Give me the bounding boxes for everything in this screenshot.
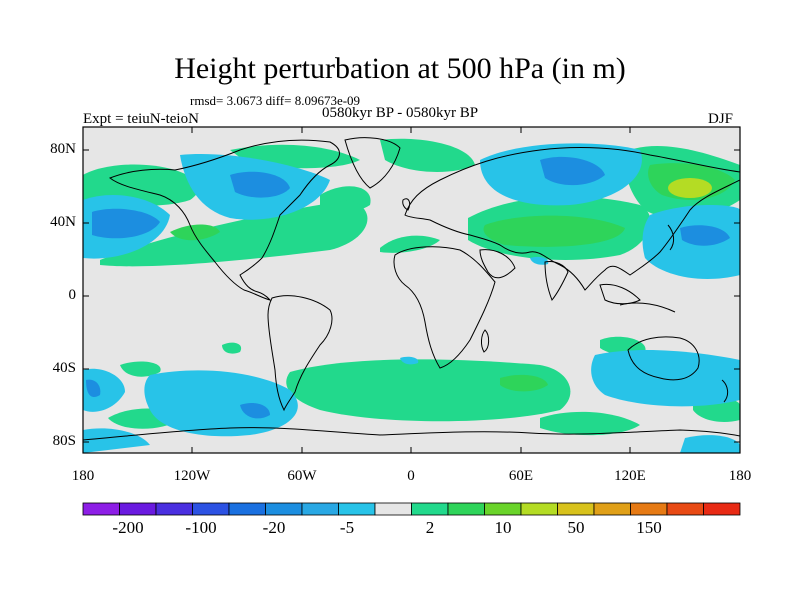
x-tick-label: 60E xyxy=(508,468,534,484)
experiment-label: Expt = teiuN-teioN xyxy=(83,111,199,127)
colorbar-swatch xyxy=(338,502,376,516)
strong-positive-regions xyxy=(170,163,735,392)
colorbar-swatch xyxy=(520,502,558,516)
colorbar-swatch xyxy=(593,502,631,516)
max-anomaly-core xyxy=(668,178,712,198)
colorbar-swatch xyxy=(192,502,230,516)
x-tick-label: 60W xyxy=(287,468,317,484)
colorbar-swatch xyxy=(82,502,120,516)
stats-text: rmsd= 3.0673 diff= 8.09673e-09 xyxy=(190,93,361,108)
y-tick-label: 80S xyxy=(52,433,76,449)
colorbar-swatch xyxy=(447,502,485,516)
x-tick-label: 120E xyxy=(614,468,646,484)
y-tick-label: 40N xyxy=(50,214,76,230)
colorbar-label: 50 xyxy=(567,518,585,537)
colorbar-swatch xyxy=(228,502,266,516)
colorbar-swatch xyxy=(155,502,193,516)
strong-negative-regions xyxy=(86,156,730,419)
colorbar xyxy=(82,502,741,516)
colorbar-swatch xyxy=(484,502,522,516)
colorbar-swatch xyxy=(265,502,303,516)
period-label: 0580kyr BP - 0580kyr BP xyxy=(322,105,479,121)
contour-fields xyxy=(83,138,740,453)
x-tick-label: 180 xyxy=(728,468,752,484)
y-tick-label: 0 xyxy=(68,287,77,303)
colorbar-label: 2 xyxy=(425,518,435,537)
colorbar-swatch xyxy=(703,502,741,516)
colorbar-label: -20 xyxy=(262,518,286,537)
colorbar-swatch xyxy=(374,502,412,516)
colorbar-swatch xyxy=(630,502,668,516)
colorbar-label: -100 xyxy=(185,518,217,537)
x-tick-label: 180 xyxy=(71,468,95,484)
y-tick-label: 80N xyxy=(50,141,76,157)
colorbar-swatch xyxy=(301,502,339,516)
season-label: DJF xyxy=(708,111,734,127)
x-tick-label: 120W xyxy=(173,468,211,484)
colorbar-swatch xyxy=(666,502,704,516)
colorbar-swatch xyxy=(119,502,157,516)
coastlines xyxy=(83,137,740,441)
map-title: Height perturbation at 500 hPa (in m) xyxy=(174,52,626,85)
colorbar-swatch xyxy=(411,502,449,516)
axis-ticks xyxy=(83,127,740,453)
colorbar-label: -5 xyxy=(339,518,355,537)
colorbar-swatch xyxy=(557,502,595,516)
colorbar-label: 10 xyxy=(494,518,512,537)
colorbar-label: 150 xyxy=(636,518,662,537)
x-tick-label: 0 xyxy=(407,468,415,484)
colorbar-label: -200 xyxy=(112,518,144,537)
y-tick-label: 40S xyxy=(52,360,76,376)
